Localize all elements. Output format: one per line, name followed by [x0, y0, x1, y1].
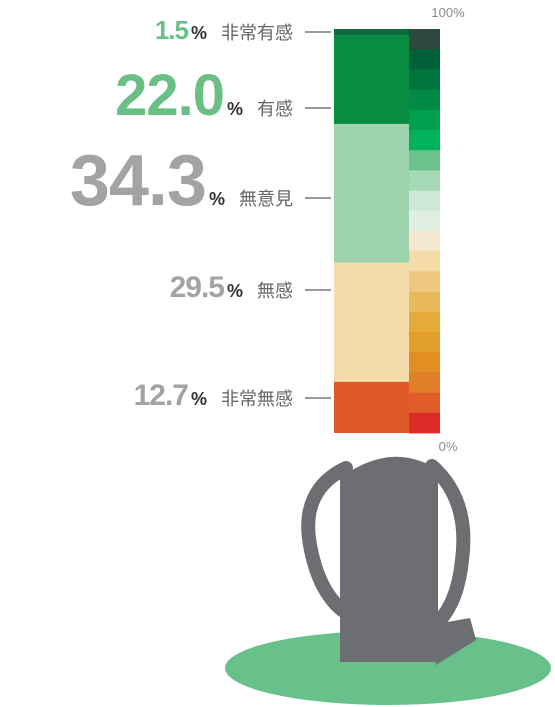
ramp-step	[409, 312, 440, 333]
ramp-step	[409, 191, 440, 212]
ramp-step	[409, 29, 440, 50]
ramp-step	[409, 292, 440, 313]
ramp-step	[409, 211, 440, 232]
value-number: 1.5	[155, 15, 189, 45]
ramp-step	[409, 372, 440, 393]
value-label: 29.5% 無感	[170, 271, 293, 304]
value-label: 1.5% 非常有感	[155, 15, 293, 45]
y-tick-label: 100%	[431, 5, 465, 20]
category-label: 無感	[257, 281, 293, 301]
ramp-step	[409, 150, 440, 171]
category-label: 非常有感	[221, 23, 293, 43]
ramp-step	[409, 251, 440, 272]
y-tick-label: 0%	[439, 439, 458, 454]
value-number: 34.3	[70, 141, 206, 221]
bar-segment	[334, 29, 409, 35]
value-unit: %	[191, 389, 207, 409]
ramp-step	[409, 332, 440, 353]
ramp-step	[409, 90, 440, 111]
category-label: 無意見	[239, 189, 293, 209]
bar-segment	[334, 35, 409, 124]
ramp-step	[409, 170, 440, 191]
ramp-step	[409, 231, 440, 252]
category-label: 有感	[257, 99, 293, 119]
color-ramp	[409, 29, 440, 433]
value-number: 22.0	[115, 63, 224, 128]
value-number: 29.5	[170, 271, 225, 304]
value-unit: %	[227, 281, 243, 301]
page: 0% 100% 1.5% 非常有感 22.0% 有感 34.3% 無意見 29.5% 無感 12.7…	[0, 0, 555, 707]
kettle-body	[340, 457, 438, 662]
bar-segment	[334, 263, 409, 382]
bar-segment	[334, 382, 409, 433]
value-number: 12.7	[134, 379, 189, 412]
value-label: 22.0% 有感	[115, 63, 293, 128]
ramp-step	[409, 130, 440, 151]
ramp-step	[409, 393, 440, 414]
ramp-step	[409, 271, 440, 292]
value-label: 12.7% 非常無感	[134, 379, 293, 412]
value-unit: %	[209, 189, 225, 209]
ramp-step	[409, 352, 440, 373]
bar-segment	[334, 124, 409, 263]
category-label: 非常無感	[221, 389, 293, 409]
ramp-step	[409, 69, 440, 90]
value-unit: %	[191, 23, 207, 43]
value-unit: %	[227, 99, 243, 119]
ramp-step	[409, 413, 440, 434]
ramp-step	[409, 110, 440, 131]
chart: 0% 100% 1.5% 非常有感 22.0% 有感 34.3% 無意見 29.5% 無感 12.7…	[0, 0, 555, 707]
value-label: 34.3% 無意見	[70, 141, 293, 221]
ramp-step	[409, 49, 440, 70]
